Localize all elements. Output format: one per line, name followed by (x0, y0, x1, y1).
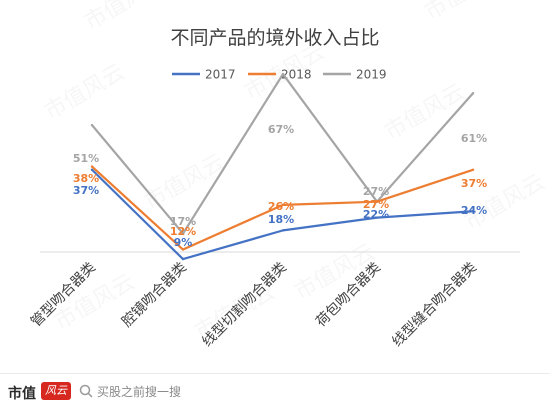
watermark-text: 市值风云 (81, 0, 170, 35)
watermark-layer: 市值风云市值风云市值风云市值风云市值风云市值风云市值风云市值风云市值风云市值风云 (41, 0, 550, 345)
legend: 2017 2018 2019 (172, 68, 387, 82)
watermark-text: 市值风云 (421, 0, 510, 25)
search-hint-text[interactable]: 买股之前搜一搜 (97, 385, 182, 399)
data-point-2019 (281, 72, 285, 76)
data-point-2018 (90, 165, 94, 168)
data-label-2017: 9% (174, 236, 193, 249)
data-label-2018: 26% (268, 200, 294, 213)
data-point-2017 (375, 216, 379, 219)
data-label-2019: 67% (268, 123, 294, 136)
data-label-2019: 27% (363, 185, 389, 198)
category-label: 线型缝合吻合器类 (389, 260, 480, 351)
brand-logo-mark: 风云 (41, 382, 71, 400)
data-point-2018 (471, 168, 475, 171)
footer-bar: 市值 风云 买股之前搜一搜 (0, 373, 550, 408)
chart-title: 不同产品的境外收入占比 (170, 27, 379, 49)
data-point-2019 (90, 123, 94, 127)
brand-name: 市值 (8, 386, 36, 402)
data-label-2017: 22% (363, 208, 389, 221)
data-point-2017 (90, 168, 94, 171)
data-point-2017 (181, 257, 185, 261)
data-label-2018: 38% (73, 172, 99, 185)
data-label-2018: 37% (461, 177, 487, 190)
data-label-2017: 18% (268, 213, 294, 226)
data-point-2018 (181, 248, 185, 251)
data-point-2017 (281, 229, 285, 232)
watermark-text: 市值风云 (41, 60, 130, 126)
data-label-2017: 37% (73, 184, 99, 197)
data-point-2017 (471, 210, 475, 213)
data-point-2018 (281, 203, 285, 207)
search-icon[interactable] (79, 384, 93, 398)
legend-label-2019: 2019 (356, 68, 387, 82)
line-chart: 市值风云市值风云市值风云市值风云市值风云市值风云市值风云市值风云市值风云市值风云… (28, 0, 550, 351)
data-point-2018 (375, 200, 379, 203)
data-label-2017: 24% (461, 204, 487, 217)
legend-label-2017: 2017 (205, 68, 236, 82)
data-point-2019 (181, 232, 185, 235)
data-labels-layer: 37% 9% 18% 22% 24% 38% 12% 26% 27% 37% 51% 17% 67% 27… (73, 123, 487, 249)
data-label-2019: 51% (73, 152, 99, 165)
data-label-2018: 27% (363, 198, 389, 211)
data-point-2019 (471, 92, 475, 95)
data-label-2019: 17% (170, 215, 196, 228)
legend-label-2018: 2018 (281, 68, 312, 82)
series-layer (90, 72, 475, 261)
category-label: 线型切割吻合器类 (199, 259, 290, 350)
data-label-2019: 61% (461, 132, 487, 145)
data-label-2018: 12% (170, 225, 196, 238)
